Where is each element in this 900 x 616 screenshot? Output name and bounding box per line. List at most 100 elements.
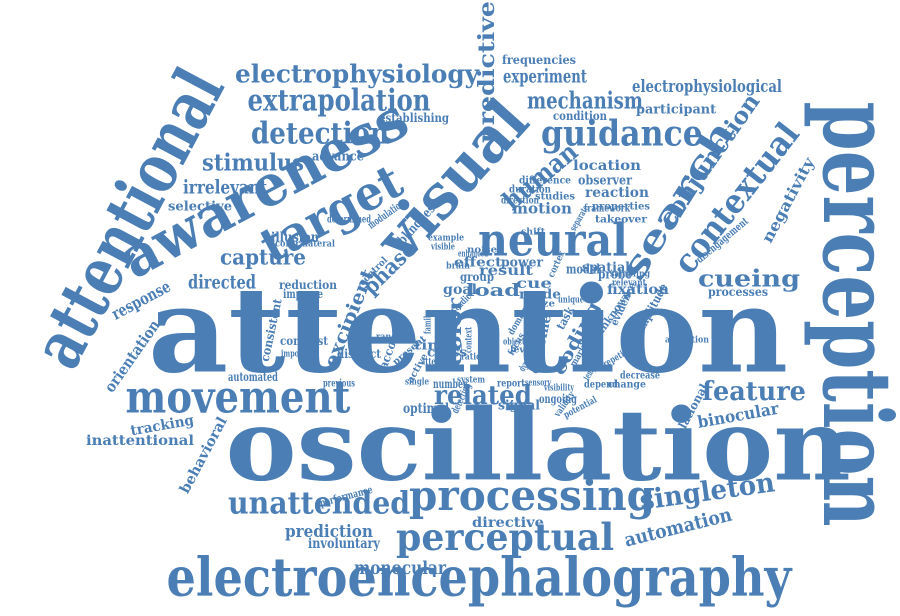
word-enhanced: enhanced (458, 247, 488, 259)
word-sampling: sampling (610, 267, 651, 279)
word-object: object (503, 335, 525, 347)
word-size: size (533, 297, 555, 309)
word-electrophysiological: electrophysiological (632, 76, 782, 96)
word-time: time (414, 337, 454, 353)
word-decrease: decrease (620, 368, 661, 382)
word-determined: determined (327, 212, 372, 226)
word-illusion: illusion (271, 229, 320, 245)
word-single: single (405, 375, 429, 387)
word-number: number (433, 377, 468, 391)
word-probe: probe (598, 266, 632, 282)
word-processing: processing (409, 469, 656, 521)
word-level: level (510, 343, 535, 355)
word-shift: shift (521, 225, 546, 237)
word-cross: cross (427, 344, 467, 360)
word-mechanism: mechanism (527, 86, 643, 114)
word-reaction: reaction (585, 183, 649, 201)
word-change: change (608, 377, 646, 391)
word-relevant: relevant (612, 276, 646, 288)
word-unique: unique (558, 293, 584, 305)
word-monocular: monocular (354, 557, 446, 579)
word-optimal: optimal (403, 399, 450, 417)
word-selective: selective (168, 198, 233, 214)
word-perception: perception (801, 101, 900, 527)
word-capture: capture (220, 244, 306, 270)
word-direction: direction (501, 193, 539, 207)
word-advance: advance (312, 148, 364, 164)
word-processes: processes (708, 285, 769, 299)
word-context: context (462, 327, 474, 353)
word-electroencephalography: electroencephalography (166, 545, 792, 609)
word-perceptual: perceptual (396, 514, 615, 560)
word-depend: depend (584, 377, 618, 391)
word-fixation: fixation (607, 280, 669, 298)
word-feature: feature (702, 375, 806, 407)
word-oscillation: oscillation (225, 387, 851, 503)
word-ongoing: ongoing (539, 392, 577, 406)
word-goal: goal (443, 280, 478, 298)
word-properties: properties (592, 199, 650, 213)
word-duration: duration (509, 182, 551, 196)
word-family: family (421, 312, 433, 334)
word-movement: movement (125, 370, 351, 424)
word-motion: motion (512, 198, 573, 218)
word-allocation: allocation (665, 333, 709, 345)
word-related: related (434, 379, 532, 411)
word-mode: mode (519, 286, 562, 302)
word-experiment: experiment (503, 64, 587, 88)
word-improve: improve (283, 287, 323, 301)
word-neural: neural (478, 213, 628, 267)
word-reduction: reduction (279, 278, 338, 292)
word-participant: participant (636, 101, 717, 117)
word-noise: noise (467, 243, 498, 255)
word-previous: previous (323, 376, 356, 390)
word-inattentional: inattentional (86, 431, 194, 449)
word-predictive: predictive (472, 1, 500, 143)
word-directed: directed (188, 270, 256, 294)
word-prediction: prediction (285, 521, 373, 541)
word-report: report (497, 376, 525, 390)
word-important: important (281, 347, 317, 359)
word-stimulus: stimulus (202, 148, 304, 176)
word-observer: observer (578, 172, 632, 188)
word-location: location (573, 156, 641, 174)
word-result: result (479, 261, 533, 279)
word-contrast: contrast (280, 334, 329, 348)
word-takeover: takeover (595, 212, 648, 226)
word-field: field (481, 311, 493, 332)
word-directive: directive (472, 513, 545, 531)
word-cue: cue (516, 274, 553, 292)
word-power: power (501, 254, 544, 270)
word-role: role (444, 309, 462, 321)
word-sensory: sensory (525, 376, 552, 388)
word-example: example (428, 231, 465, 243)
word-involuntary: involuntary (308, 534, 380, 552)
word-modal: modal (566, 261, 601, 277)
word-group: group (460, 270, 494, 284)
word-distinct: distinct (337, 347, 382, 361)
word-unattended: unattended (228, 484, 411, 522)
word-range: range (376, 330, 402, 342)
word-studies: studies (535, 189, 576, 203)
word-visibility: visibility (544, 381, 574, 393)
word-condition: condition (553, 109, 607, 123)
word-cueing: cueing (698, 264, 800, 292)
word-contralateral: contralateral (275, 237, 336, 249)
word-attention: attention (148, 260, 789, 400)
word-effect: effect (454, 254, 503, 270)
word-detection: detection (251, 115, 389, 151)
word-parietal: parietal (444, 341, 462, 353)
word-electrophysiology: electrophysiology (235, 59, 480, 89)
word-guidance: guidance (541, 112, 703, 154)
word-spatial: spatial (582, 259, 630, 275)
word-irrelevant: irrelevant (183, 175, 268, 199)
word-extrapolation: extrapolation (247, 82, 431, 118)
word-automated: automated (228, 370, 278, 384)
word-frequencies: frequencies (502, 53, 577, 67)
word-ratio: ratio (461, 350, 482, 362)
word-attend: attend (421, 355, 446, 367)
word-system: system (457, 373, 486, 385)
word-brain: brain (446, 259, 471, 271)
word-signal: signal (498, 397, 540, 413)
